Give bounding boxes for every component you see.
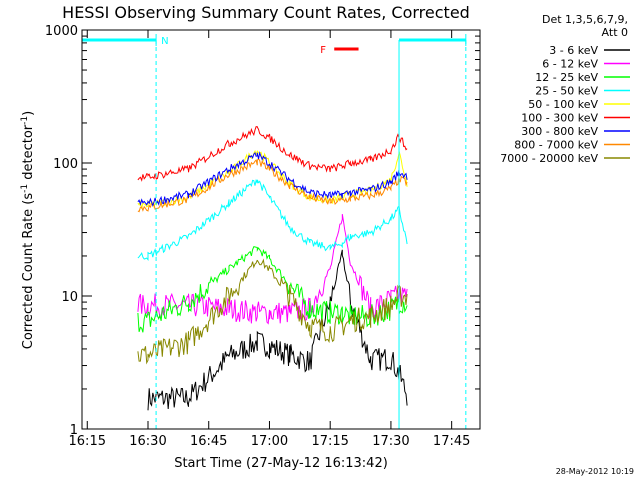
x-tick-label: 17:15 <box>311 434 348 449</box>
series-line-1 <box>147 249 408 411</box>
night-label: N <box>161 36 168 47</box>
legend-label-8: 800 - 7000 keV <box>514 139 598 152</box>
legend-label-3: 12 - 25 keV <box>535 71 598 84</box>
series-line-5 <box>137 149 408 209</box>
x-tick-label: 17:45 <box>433 434 470 449</box>
x-tick-label: 17:00 <box>251 434 288 449</box>
x-tick-label: 16:15 <box>69 434 106 449</box>
legend-label-6: 100 - 300 keV <box>521 112 598 125</box>
series-line-7 <box>137 151 408 208</box>
legend-label-4: 25 - 50 keV <box>535 85 598 98</box>
x-tick-label: 17:30 <box>372 434 409 449</box>
series-line-9 <box>137 258 408 365</box>
y-axis-label: Corrected Count Rate (s-1 detector-1) <box>20 111 36 349</box>
series-line-6 <box>137 126 408 182</box>
legend-label-2: 6 - 12 keV <box>542 58 598 71</box>
legend-label-5: 50 - 100 keV <box>528 98 598 111</box>
y-tick-label: 10 <box>61 290 78 305</box>
chart-title: HESSI Observing Summary Count Rates, Cor… <box>62 3 470 22</box>
flare-label: F <box>320 45 326 56</box>
series-line-2 <box>137 214 408 325</box>
x-axis-label: Start Time (27-May-12 16:13:42) <box>174 456 388 471</box>
x-tick-label: 16:30 <box>129 434 166 449</box>
legend-label-9: 7000 - 20000 keV <box>500 152 598 165</box>
y-axis-ticks: 1 10 100 1000 <box>45 24 480 438</box>
annotation-layer: NF <box>82 34 467 429</box>
x-axis-ticks: 16:15 16:30 16:45 17:00 17:15 17:30 17:45 <box>69 30 470 449</box>
series-line-4 <box>137 178 408 261</box>
y-tick-label: 1 <box>70 423 78 438</box>
legend-header-line-1: Det 1,3,5,6,7,9, <box>542 13 628 26</box>
legend-label-7: 300 - 800 keV <box>521 125 598 138</box>
series-layer <box>137 126 408 411</box>
plot-frame <box>81 29 481 430</box>
y-tick-label: 1000 <box>45 24 78 39</box>
y-tick-label: 100 <box>53 157 78 172</box>
legend-header-line-2: Att 0 <box>602 26 628 39</box>
series-line-8 <box>137 157 408 213</box>
footer-date: 28-May-2012 10:19 <box>556 467 634 476</box>
series-line-3 <box>137 246 408 333</box>
legend-label-1: 3 - 6 keV <box>549 44 598 57</box>
x-tick-label: 16:45 <box>190 434 227 449</box>
